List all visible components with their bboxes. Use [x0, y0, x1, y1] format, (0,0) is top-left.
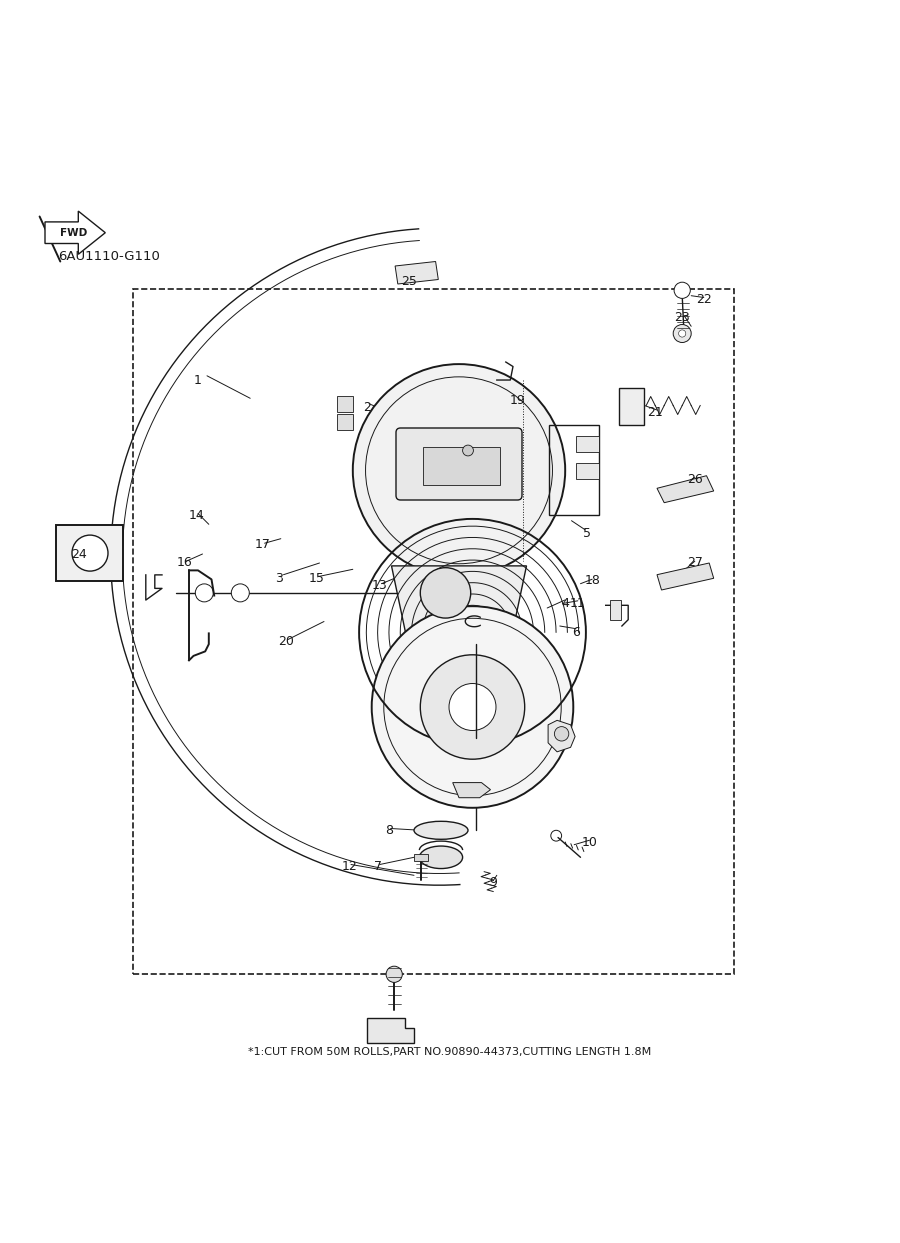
- Bar: [576, 464, 598, 480]
- Bar: [56, 526, 123, 580]
- Circle shape: [72, 534, 108, 571]
- Text: 17: 17: [255, 538, 271, 552]
- Text: 20: 20: [278, 635, 294, 648]
- Circle shape: [449, 684, 496, 731]
- Bar: [619, 388, 644, 425]
- Bar: [414, 854, 428, 861]
- Bar: [337, 414, 353, 430]
- Polygon shape: [392, 566, 526, 651]
- Text: *1:CUT FROM 50M ROLLS,PART NO.90890-44373,CUTTING LENGTH 1.8M: *1:CUT FROM 50M ROLLS,PART NO.90890-4437…: [248, 1047, 652, 1057]
- Text: 6AU1110-G110: 6AU1110-G110: [58, 251, 160, 264]
- Circle shape: [673, 324, 691, 343]
- Text: 5: 5: [583, 527, 590, 539]
- Text: 1: 1: [194, 374, 202, 387]
- Text: 22: 22: [696, 293, 712, 306]
- Circle shape: [386, 966, 402, 982]
- Bar: [423, 447, 500, 485]
- Circle shape: [372, 607, 573, 808]
- Text: 14: 14: [188, 508, 204, 522]
- Polygon shape: [395, 261, 438, 283]
- Bar: [337, 395, 353, 411]
- Circle shape: [554, 727, 569, 741]
- Text: 12: 12: [341, 860, 357, 873]
- Polygon shape: [657, 476, 714, 502]
- Bar: [610, 600, 621, 620]
- Text: 26: 26: [687, 472, 703, 486]
- Circle shape: [353, 364, 565, 577]
- Text: 10: 10: [581, 835, 598, 849]
- Ellipse shape: [419, 846, 463, 869]
- Circle shape: [679, 329, 686, 337]
- Bar: [576, 436, 598, 452]
- Text: 7: 7: [374, 860, 382, 873]
- Ellipse shape: [414, 822, 468, 839]
- Text: 27: 27: [687, 557, 703, 569]
- Text: 11: 11: [570, 597, 586, 610]
- FancyBboxPatch shape: [396, 428, 522, 500]
- Text: 23: 23: [674, 311, 690, 323]
- Text: 9: 9: [490, 876, 497, 889]
- Polygon shape: [548, 721, 575, 752]
- Text: 25: 25: [401, 275, 418, 288]
- Text: FWD: FWD: [60, 227, 87, 237]
- Text: 15: 15: [309, 572, 325, 584]
- Circle shape: [195, 584, 213, 602]
- Polygon shape: [367, 1018, 414, 1043]
- Text: 8: 8: [385, 824, 392, 837]
- Circle shape: [420, 568, 471, 618]
- Circle shape: [463, 445, 473, 456]
- Text: 21: 21: [647, 406, 663, 419]
- Polygon shape: [657, 563, 714, 590]
- Polygon shape: [453, 783, 490, 798]
- Circle shape: [231, 584, 249, 602]
- Circle shape: [674, 282, 690, 298]
- Text: 18: 18: [584, 574, 600, 588]
- Text: 19: 19: [509, 394, 526, 408]
- Text: 4: 4: [562, 597, 569, 610]
- Text: 3: 3: [275, 572, 283, 584]
- Text: 16: 16: [176, 557, 193, 569]
- Polygon shape: [45, 211, 105, 255]
- Circle shape: [420, 655, 525, 759]
- Text: 6: 6: [572, 625, 580, 639]
- Text: 24: 24: [71, 547, 87, 561]
- Text: 2: 2: [364, 400, 371, 414]
- Text: 13: 13: [372, 579, 388, 592]
